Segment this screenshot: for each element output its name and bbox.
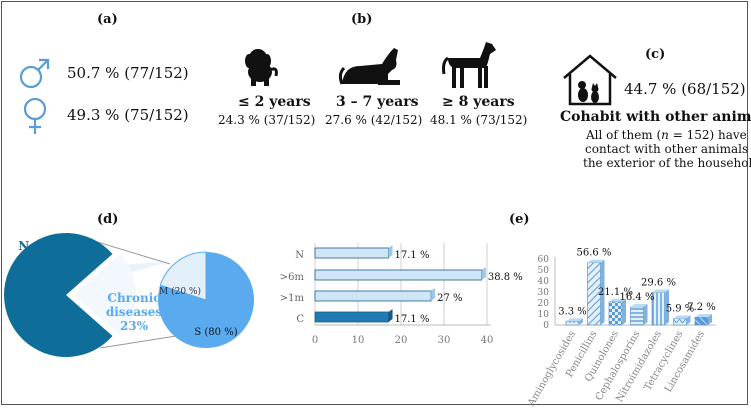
panel-label-c: (c) bbox=[645, 47, 666, 62]
vbar-tick-label: 40 bbox=[538, 277, 550, 287]
hbar-tick-label: 30 bbox=[438, 335, 451, 346]
male-symbol-icon bbox=[19, 58, 50, 89]
vbar-value-label: 5.9 % bbox=[666, 304, 695, 315]
pie-label-no-diseases: No diseases bbox=[18, 239, 98, 253]
house-dog-cat-icon bbox=[563, 54, 617, 106]
breakout-slice-s bbox=[157, 252, 255, 348]
hbar-value-label: 27 % bbox=[437, 293, 462, 304]
vbar-bar-side bbox=[600, 259, 605, 325]
vbar-bar-top bbox=[587, 259, 605, 263]
vbar-bar-top bbox=[695, 314, 712, 318]
age-group-1-stat: 24.3 % (37/152) bbox=[218, 113, 316, 127]
pie-connector-bottom bbox=[99, 335, 177, 349]
puppy-silhouette-icon bbox=[245, 49, 278, 86]
pie-connector-top bbox=[93, 240, 171, 265]
vbar-bar-top bbox=[609, 298, 626, 302]
vbar-bar-side bbox=[686, 315, 691, 325]
vbar-tick-label: 10 bbox=[538, 310, 550, 320]
pie-label-no-diseases-pct: 77% bbox=[44, 253, 73, 267]
senior-dog-standing-icon bbox=[442, 42, 496, 88]
vbar-tick-label: 50 bbox=[538, 266, 550, 276]
hbar-tick-label: 40 bbox=[481, 335, 494, 346]
pie-label-chronic-pct: 23% bbox=[120, 319, 149, 333]
hbar-bar-side bbox=[481, 267, 486, 280]
age-group-3-stat: 48.1 % (73/152) bbox=[430, 113, 528, 127]
hbar-value-label: 17.1 % bbox=[395, 250, 430, 261]
pie-label-diseases: diseases bbox=[106, 305, 163, 319]
hbar-tick-label: 0 bbox=[312, 335, 318, 346]
panel-label-b: (b) bbox=[351, 12, 373, 27]
hbar-bar-side bbox=[388, 245, 393, 258]
vbar-bar-top bbox=[673, 315, 691, 319]
adult-dog-lying-icon bbox=[338, 48, 400, 85]
vbar-bar-top bbox=[652, 289, 669, 293]
vbar-value-label: 7.2 % bbox=[687, 302, 716, 313]
male-stat: 50.7 % (77/152) bbox=[67, 64, 189, 82]
vbar-bar-top bbox=[630, 303, 648, 307]
age-group-3-title: ≥ 8 years bbox=[442, 94, 515, 110]
cohabit-note-line3: the exterior of the household bbox=[583, 156, 751, 170]
hbar-bar-side bbox=[431, 288, 436, 301]
hbar-tick-label: 10 bbox=[352, 335, 365, 346]
vbar-value-label: 21.1 % bbox=[598, 287, 633, 298]
vbar-tick-label: 20 bbox=[538, 299, 550, 309]
vbar-bar-side bbox=[579, 318, 583, 325]
age-group-2-title: 3 – 7 years bbox=[336, 94, 419, 110]
vbar-bar-top bbox=[566, 318, 583, 322]
hbar-category-label: >6m bbox=[280, 272, 305, 283]
vbar-bar-side bbox=[643, 303, 648, 325]
vbar-bar bbox=[565, 321, 580, 326]
vbar-value-label: 3.3 % bbox=[558, 306, 587, 317]
pie-label-chronic: Chronic bbox=[107, 291, 160, 305]
vbar-value-label: 29.6 % bbox=[641, 277, 676, 288]
vbar-bar bbox=[608, 301, 623, 326]
vbar-bar bbox=[694, 316, 709, 326]
vbar-bar bbox=[673, 318, 687, 326]
breakout-slice-m bbox=[159, 251, 207, 301]
breakout-label-m: M (20 %) bbox=[159, 286, 201, 297]
vbar-value-label: 56.6 % bbox=[577, 248, 612, 259]
vbar-tick-label: 30 bbox=[538, 288, 550, 298]
pie-slice-no-diseases bbox=[3, 232, 113, 357]
panel-label-d: (d) bbox=[97, 212, 119, 227]
breakout-label-s: S (80 %) bbox=[194, 327, 237, 338]
vbar-tick-label: 60 bbox=[538, 255, 550, 265]
hbar-category-label: C bbox=[296, 314, 304, 325]
vbar-value-label: 16.4 % bbox=[620, 292, 655, 303]
vbar-bar-side bbox=[708, 314, 712, 325]
hbar-category-label: N bbox=[295, 250, 304, 261]
cohabit-title: Cohabit with other animals bbox=[560, 109, 751, 125]
panel-label-e: (e) bbox=[509, 212, 530, 227]
hbar-value-label: 38.8 % bbox=[488, 272, 523, 283]
vbar-tick-label: 0 bbox=[543, 321, 549, 331]
age-group-2-stat: 27.6 % (42/152) bbox=[325, 113, 423, 127]
cohabit-note-line2: contact with other animals in bbox=[585, 142, 751, 156]
cohabit-note-line1: All of them (n = 152) have bbox=[586, 128, 747, 142]
hbar-tick-label: 20 bbox=[395, 335, 408, 346]
hbar-bar-side bbox=[388, 309, 393, 322]
hbar-value-label: 17.1 % bbox=[395, 314, 430, 325]
vbar-bar bbox=[630, 306, 644, 326]
vbar-bar-side bbox=[622, 298, 626, 325]
age-group-1-title: ≤ 2 years bbox=[238, 94, 311, 110]
pie-slice-chronic-diseases bbox=[74, 253, 136, 337]
vbar-bar-side bbox=[665, 289, 669, 325]
cohabit-stat: 44.7 % (68/152) bbox=[624, 80, 746, 98]
female-symbol-icon bbox=[23, 97, 47, 134]
female-stat: 49.3 % (75/152) bbox=[67, 106, 189, 124]
panel-label-a: (a) bbox=[97, 12, 118, 27]
hbar-category-label: >1m bbox=[280, 293, 305, 304]
